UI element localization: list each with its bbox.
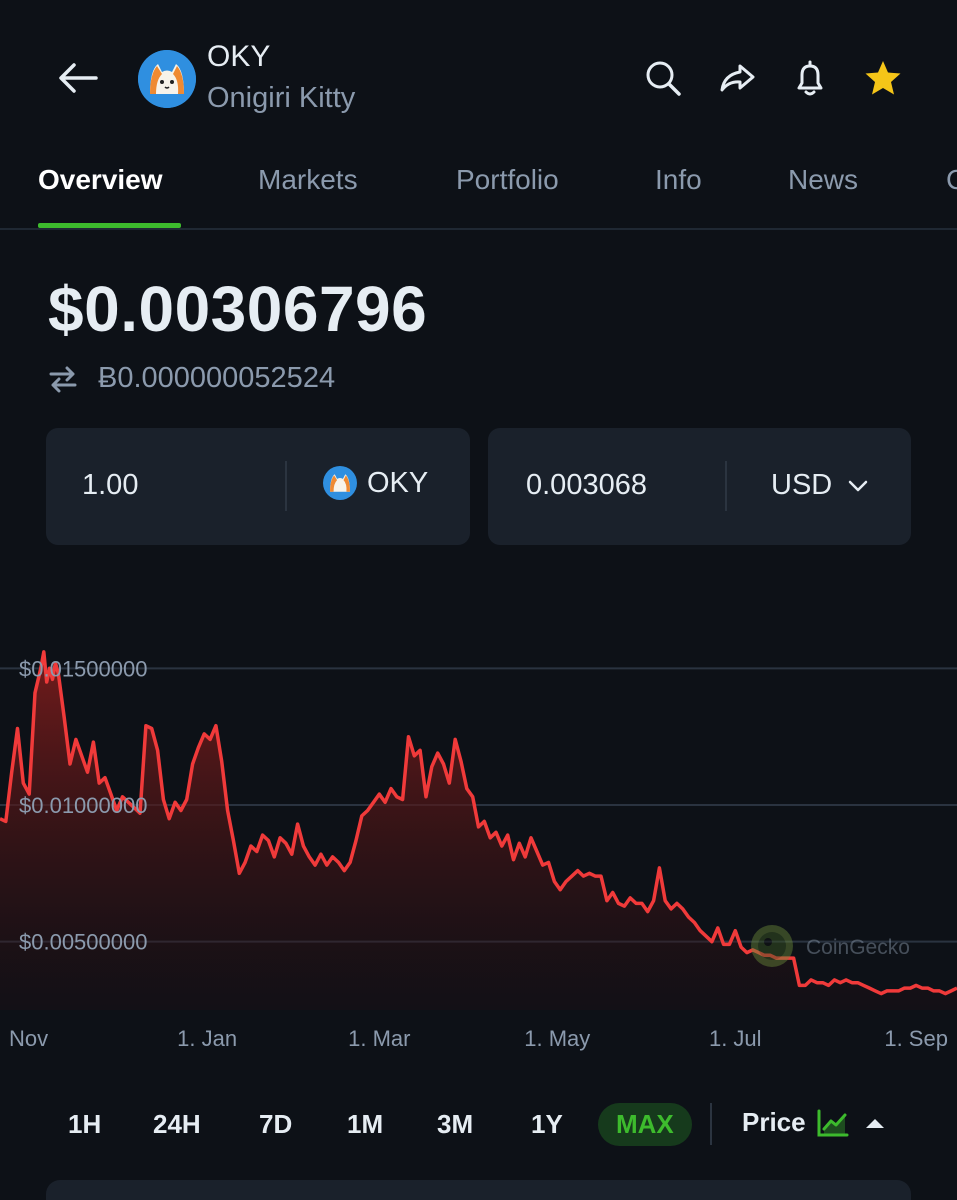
price-chart[interactable]: $0.00500000 $0.01000000 $0.01500000 Nov 1. … <box>0 600 957 1070</box>
favorite-button[interactable] <box>857 52 909 104</box>
converter-coin-box: 1.00 OKY <box>46 428 470 545</box>
btc-price: Ƀ0.000000052524 <box>98 362 336 394</box>
coin-unit-label: OKY <box>367 466 429 499</box>
bell-icon <box>797 60 823 96</box>
fiat-amount-input[interactable]: 0.003068 <box>526 469 647 501</box>
y-tick-label: $0.01500000 <box>19 656 147 681</box>
watermark-label: CoinGecko <box>806 936 910 959</box>
tab-portfolio[interactable]: Portfolio <box>456 164 559 195</box>
back-button[interactable] <box>52 52 104 104</box>
converter-fiat-box: 0.003068 USD <box>488 428 911 545</box>
swap-icon <box>49 366 77 392</box>
converter-divider <box>285 461 287 511</box>
timeframe-1h[interactable]: 1H <box>68 1109 102 1139</box>
coin-amount-input[interactable]: 1.00 <box>82 469 139 501</box>
back-arrow-icon <box>59 63 98 93</box>
timeframe-selector: 1H 24H 7D 1M 3M 1Y MAX Price <box>0 1095 957 1155</box>
bottom-card <box>46 1180 911 1200</box>
tab-bar: Overview Markets Portfolio Info News C <box>0 150 957 230</box>
app-header: OKY Onigiri Kitty <box>0 0 957 150</box>
converter-divider <box>725 461 727 511</box>
active-tab-indicator <box>38 223 181 228</box>
coingecko-watermark: CoinGecko <box>751 925 910 967</box>
chevron-down-icon <box>848 480 868 491</box>
tab-info[interactable]: Info <box>655 164 702 195</box>
coin-name: Onigiri Kitty <box>207 82 356 114</box>
timeframe-1m[interactable]: 1M <box>347 1109 384 1139</box>
chart-mode-toggle[interactable]: Price <box>742 1107 886 1138</box>
timeframe-24h[interactable]: 24H <box>153 1109 201 1139</box>
coin-symbol: OKY <box>207 40 271 73</box>
tab-overview[interactable]: Overview <box>38 164 163 195</box>
coin-unit-selector: OKY <box>323 466 428 500</box>
y-tick-label: $0.00500000 <box>19 930 147 955</box>
search-button[interactable] <box>637 52 689 104</box>
x-tick-label: 1. Jan <box>177 1026 237 1051</box>
x-tick-label: 1. Jul <box>709 1026 762 1051</box>
tab-more[interactable]: C <box>946 164 957 195</box>
timeframe-1y[interactable]: 1Y <box>531 1109 563 1139</box>
search-icon <box>646 61 681 96</box>
y-tick-label: $0.01000000 <box>19 793 147 818</box>
x-tick-label: 1. Sep <box>884 1026 948 1051</box>
tab-news[interactable]: News <box>788 164 859 195</box>
line-chart-icon <box>817 1109 849 1136</box>
usd-price: $0.00306796 <box>48 273 428 345</box>
fiat-currency-label: USD <box>771 469 833 501</box>
timeframe-max[interactable]: MAX <box>598 1103 692 1146</box>
star-icon <box>865 61 901 95</box>
share-button[interactable] <box>711 52 763 104</box>
share-icon <box>720 64 755 92</box>
tab-markets[interactable]: Markets <box>258 164 358 195</box>
btc-price-row: Ƀ0.000000052524 <box>48 362 335 395</box>
x-tick-label: 1. Mar <box>348 1026 410 1051</box>
coin-logo-small <box>323 466 357 500</box>
price-line <box>0 650 957 996</box>
timeframe-divider <box>710 1103 712 1145</box>
timeframe-3m[interactable]: 3M <box>437 1109 474 1139</box>
fiat-currency-select[interactable]: USD <box>771 469 870 502</box>
x-tick-label: 1. May <box>524 1026 590 1051</box>
price-area-fill <box>0 651 957 1010</box>
alert-button[interactable] <box>784 52 836 104</box>
caret-up-icon <box>865 1118 884 1128</box>
timeframe-7d[interactable]: 7D <box>259 1109 293 1139</box>
chart-mode-label: Price <box>742 1107 806 1137</box>
x-tick-label: Nov <box>9 1026 48 1051</box>
coin-logo <box>138 50 196 108</box>
